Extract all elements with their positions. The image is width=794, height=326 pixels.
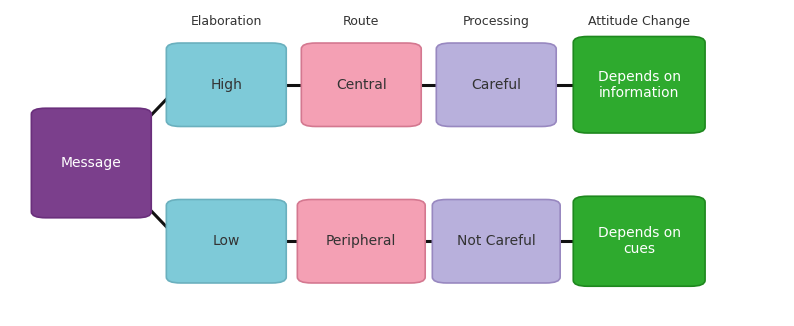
Text: High: High (210, 78, 242, 92)
FancyBboxPatch shape (437, 43, 556, 126)
Text: Not Careful: Not Careful (457, 234, 536, 248)
Text: Elaboration: Elaboration (191, 15, 262, 28)
Text: Central: Central (336, 78, 387, 92)
Text: Depends on
information: Depends on information (598, 70, 680, 100)
FancyBboxPatch shape (167, 200, 286, 283)
Text: Processing: Processing (463, 15, 530, 28)
FancyBboxPatch shape (573, 196, 705, 286)
FancyBboxPatch shape (32, 108, 151, 218)
FancyBboxPatch shape (301, 43, 421, 126)
FancyBboxPatch shape (573, 37, 705, 133)
FancyBboxPatch shape (297, 200, 426, 283)
Text: Attitude Change: Attitude Change (588, 15, 690, 28)
Text: Careful: Careful (472, 78, 521, 92)
Text: Low: Low (213, 234, 240, 248)
FancyBboxPatch shape (167, 43, 286, 126)
Text: Message: Message (61, 156, 121, 170)
Text: Depends on
cues: Depends on cues (598, 226, 680, 256)
FancyBboxPatch shape (432, 200, 561, 283)
Text: Route: Route (343, 15, 380, 28)
Text: Peripheral: Peripheral (326, 234, 396, 248)
